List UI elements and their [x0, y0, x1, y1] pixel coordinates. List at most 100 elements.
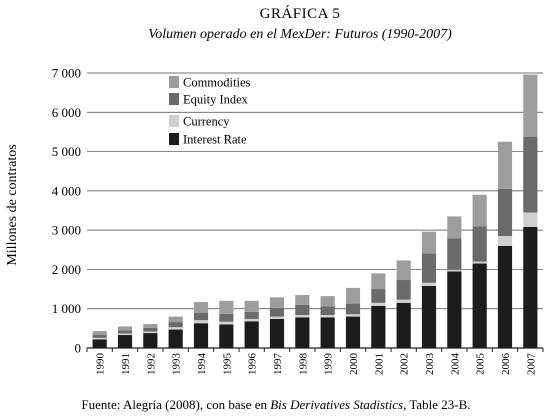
bar-segment: [523, 136, 538, 213]
bar-segment: [320, 317, 335, 348]
bar-segment: [244, 321, 259, 348]
x-tick-label: 2001: [373, 353, 385, 375]
bar-segment: [345, 303, 361, 315]
bar-segment: [168, 316, 183, 323]
y-axis-ticks: 0 1 000 2 000 3 000 4 000 5 000 6 000 7 000: [52, 66, 81, 356]
x-tick-label: 1999: [323, 353, 335, 376]
x-tick-label: 2006: [500, 353, 512, 376]
gridlines: [87, 72, 543, 310]
y-tick-label: 5 000: [52, 144, 81, 159]
bars: [92, 74, 538, 348]
source-note: Fuente: Alegría (2008), con base en Bis …: [81, 397, 470, 412]
x-tick-label: 1997: [272, 353, 284, 376]
chart-title: GRÁFICA 5: [260, 5, 341, 22]
bar-segment: [193, 302, 209, 314]
bar-segment: [295, 294, 310, 305]
bar-segment: [143, 324, 158, 328]
bar-segment: [371, 289, 386, 303]
bar-segment: [143, 331, 158, 334]
x-tick-label: 1990: [95, 353, 107, 376]
y-tick-label: 0: [75, 341, 82, 356]
bar-segment: [117, 326, 133, 331]
bar-segment: [497, 188, 513, 237]
bar-segment: [193, 313, 209, 321]
bar-segment: [371, 273, 386, 290]
bar-segment: [396, 302, 411, 348]
bar-segment: [345, 316, 361, 348]
bar-segment: [396, 299, 411, 303]
bar-segment: [345, 287, 361, 304]
x-tick-label: 1993: [171, 353, 183, 376]
bar-segment: [472, 194, 487, 227]
bar-segment: [117, 330, 133, 334]
bar-segment: [92, 331, 107, 336]
source-suffix: , Table 23-B.: [403, 397, 470, 412]
y-tick-label: 4 000: [52, 183, 81, 198]
bar-segment: [497, 236, 513, 246]
x-tick-label: 1991: [120, 353, 132, 375]
bar-segment: [244, 300, 259, 312]
legend-label: Equity Index: [183, 93, 249, 107]
bar-segment: [219, 300, 234, 314]
legend-label: Interest Rate: [183, 133, 247, 147]
bar-segment: [396, 260, 411, 281]
bar-segment: [92, 339, 107, 348]
bar-segment: [269, 318, 285, 348]
bar-segment: [497, 141, 513, 189]
bar-segment: [244, 311, 259, 319]
legend: Commodities Equity Index Currency Interest …: [169, 76, 251, 147]
legend-swatch: [169, 115, 179, 127]
bar-segment: [295, 304, 310, 315]
bar-segment: [269, 297, 285, 308]
legend-label: Commodities: [183, 76, 251, 90]
bar-segment: [320, 315, 335, 318]
x-tick-label: 2000: [348, 353, 360, 376]
bar-segment: [421, 282, 437, 286]
bar-segment: [244, 318, 259, 322]
bar-segment: [523, 227, 538, 348]
bar-segment: [345, 314, 361, 317]
bar-segment: [193, 323, 209, 348]
bar-segment: [497, 245, 513, 348]
y-tick-label: 2 000: [52, 262, 81, 277]
bar-segment: [295, 315, 310, 318]
x-tick-label: 2003: [424, 353, 436, 376]
x-tick-label: 2004: [449, 353, 461, 376]
bar-segment: [269, 316, 285, 319]
x-tick-label: 1994: [196, 353, 208, 376]
x-tick-label: 1995: [221, 353, 233, 376]
x-tick-label: 1996: [247, 353, 259, 376]
bar-segment: [472, 226, 487, 262]
legend-swatch: [169, 133, 179, 145]
bar-segment: [219, 313, 234, 322]
x-tick-label: 1998: [297, 353, 309, 376]
bar-segment: [117, 333, 133, 336]
bar-segment: [168, 327, 183, 330]
bar-segment: [92, 337, 107, 340]
bar-segment: [472, 263, 487, 348]
bar-segment: [320, 296, 335, 307]
x-tick-label: 2005: [475, 353, 487, 376]
bar-segment: [168, 329, 183, 348]
bar-segment: [447, 216, 462, 239]
y-axis-label: Millones de contratos: [5, 144, 20, 265]
bar-segment: [523, 74, 538, 137]
legend-swatch: [169, 76, 179, 88]
y-tick-label: 6 000: [52, 105, 81, 120]
bar-segment: [92, 335, 107, 338]
x-tick-label: 2007: [525, 353, 537, 376]
bar-segment: [143, 327, 158, 332]
bar-segment: [421, 285, 437, 348]
bar-segment: [371, 302, 386, 306]
y-tick-label: 3 000: [52, 223, 81, 238]
source-italic: Bis Derivatives Stadistics: [270, 397, 403, 412]
x-tick-label: 1992: [145, 353, 157, 375]
bar-segment: [421, 231, 437, 254]
bar-segment: [193, 320, 209, 324]
bar-segment: [168, 322, 183, 328]
source-prefix: Fuente: Alegría (2008), con base en: [81, 397, 270, 412]
bar-segment: [269, 307, 285, 317]
legend-label: Currency: [183, 115, 230, 129]
chart-subtitle: Volumen operado en el MexDer: Futuros (1…: [148, 27, 452, 42]
